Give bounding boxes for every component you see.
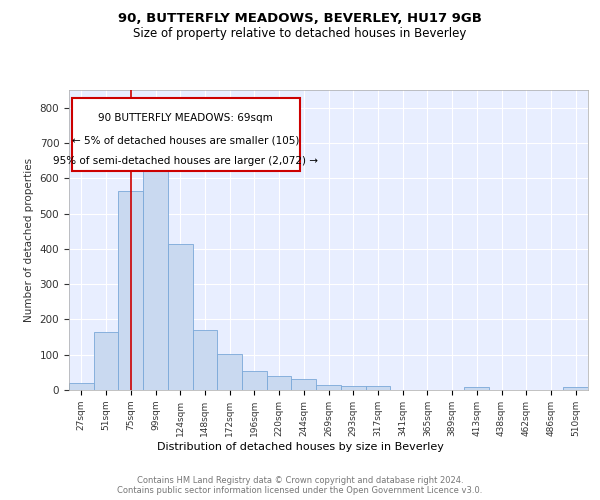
Bar xyxy=(217,354,242,390)
Bar xyxy=(143,171,168,390)
Text: 90 BUTTERFLY MEADOWS: 69sqm: 90 BUTTERFLY MEADOWS: 69sqm xyxy=(98,113,273,123)
Bar xyxy=(464,387,489,390)
Bar xyxy=(316,384,341,390)
Bar xyxy=(118,190,143,390)
Bar xyxy=(365,386,390,390)
Bar xyxy=(193,330,217,390)
Bar xyxy=(292,378,316,390)
Text: 90, BUTTERFLY MEADOWS, BEVERLEY, HU17 9GB: 90, BUTTERFLY MEADOWS, BEVERLEY, HU17 9G… xyxy=(118,12,482,26)
Text: 95% of semi-detached houses are larger (2,072) →: 95% of semi-detached houses are larger (… xyxy=(53,156,318,166)
Bar xyxy=(563,387,588,390)
Bar xyxy=(242,372,267,390)
Bar xyxy=(341,386,365,390)
Text: Size of property relative to detached houses in Beverley: Size of property relative to detached ho… xyxy=(133,28,467,40)
Bar xyxy=(94,332,118,390)
Text: ← 5% of detached houses are smaller (105): ← 5% of detached houses are smaller (105… xyxy=(72,135,299,145)
Text: Distribution of detached houses by size in Beverley: Distribution of detached houses by size … xyxy=(157,442,443,452)
FancyBboxPatch shape xyxy=(71,98,300,171)
Bar xyxy=(267,376,292,390)
Bar xyxy=(168,244,193,390)
Y-axis label: Number of detached properties: Number of detached properties xyxy=(24,158,34,322)
Bar xyxy=(69,383,94,390)
Text: Contains HM Land Registry data © Crown copyright and database right 2024.
Contai: Contains HM Land Registry data © Crown c… xyxy=(118,476,482,495)
